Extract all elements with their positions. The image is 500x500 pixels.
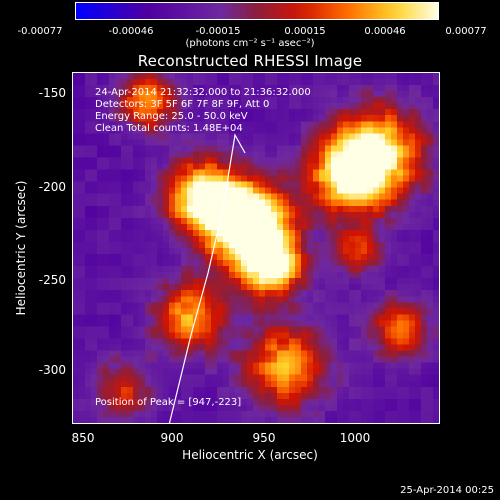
x-axis-label: Heliocentric X (arcsec) bbox=[182, 448, 318, 462]
y-tick-label: -200 bbox=[38, 180, 66, 194]
info-time-range: 24-Apr-2014 21:32:32.000 to 21:36:32.000 bbox=[95, 87, 311, 98]
colorbar bbox=[75, 2, 439, 20]
image-plot-area: 24-Apr-2014 21:32:32.000 to 21:36:32.000… bbox=[72, 72, 440, 424]
y-tick-label: -300 bbox=[38, 363, 66, 377]
info-peak-position: Position of Peak = [947,-223] bbox=[95, 397, 242, 408]
colorbar-unit-label: (photons cm⁻² s⁻¹ asec⁻²) bbox=[185, 38, 315, 49]
colorbar-tick: 0.00077 bbox=[445, 26, 487, 37]
info-clean-counts: Clean Total counts: 1.48E+04 bbox=[95, 123, 243, 134]
y-tick-label: -150 bbox=[38, 86, 66, 100]
x-tick-label: 900 bbox=[160, 431, 184, 445]
colorbar-tick: -0.00046 bbox=[108, 26, 154, 37]
solar-limb-curve bbox=[168, 133, 246, 423]
colorbar-tick: 0.00046 bbox=[364, 26, 406, 37]
y-axis-label: Heliocentric Y (arcsec) bbox=[14, 180, 28, 316]
colorbar-tick: -0.00015 bbox=[195, 26, 241, 37]
y-tick-label: -250 bbox=[38, 273, 66, 287]
colorbar-tick: -0.00077 bbox=[17, 26, 63, 37]
x-tick-label: 950 bbox=[252, 431, 276, 445]
plot-title: Reconstructed RHESSI Image bbox=[137, 52, 363, 70]
colorbar-tick-labels: -0.00077 -0.00046 -0.00015 0.00015 0.000… bbox=[0, 0, 500, 40]
x-tick-label: 850 bbox=[71, 431, 95, 445]
info-energy-range: Energy Range: 25.0 - 50.0 keV bbox=[95, 111, 248, 122]
rhessi-intensity-map bbox=[73, 73, 439, 423]
date-stamp: 25-Apr-2014 00:25 bbox=[400, 485, 494, 496]
plot-overlay bbox=[168, 133, 246, 423]
info-detectors: Detectors: 3F 5F 6F 7F 8F 9F, Att 0 bbox=[95, 99, 270, 110]
x-tick-label: 1000 bbox=[339, 431, 371, 445]
colorbar-tick: 0.00015 bbox=[284, 26, 326, 37]
